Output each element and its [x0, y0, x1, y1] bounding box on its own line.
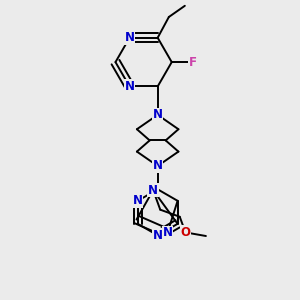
Text: N: N — [162, 226, 172, 239]
Text: N: N — [148, 184, 158, 197]
Text: N: N — [153, 229, 163, 242]
Text: N: N — [133, 194, 143, 207]
Text: N: N — [124, 31, 134, 44]
Text: N: N — [153, 160, 163, 172]
Text: F: F — [188, 56, 196, 69]
Text: N: N — [124, 80, 134, 93]
Text: N: N — [153, 108, 163, 121]
Text: O: O — [181, 226, 190, 239]
